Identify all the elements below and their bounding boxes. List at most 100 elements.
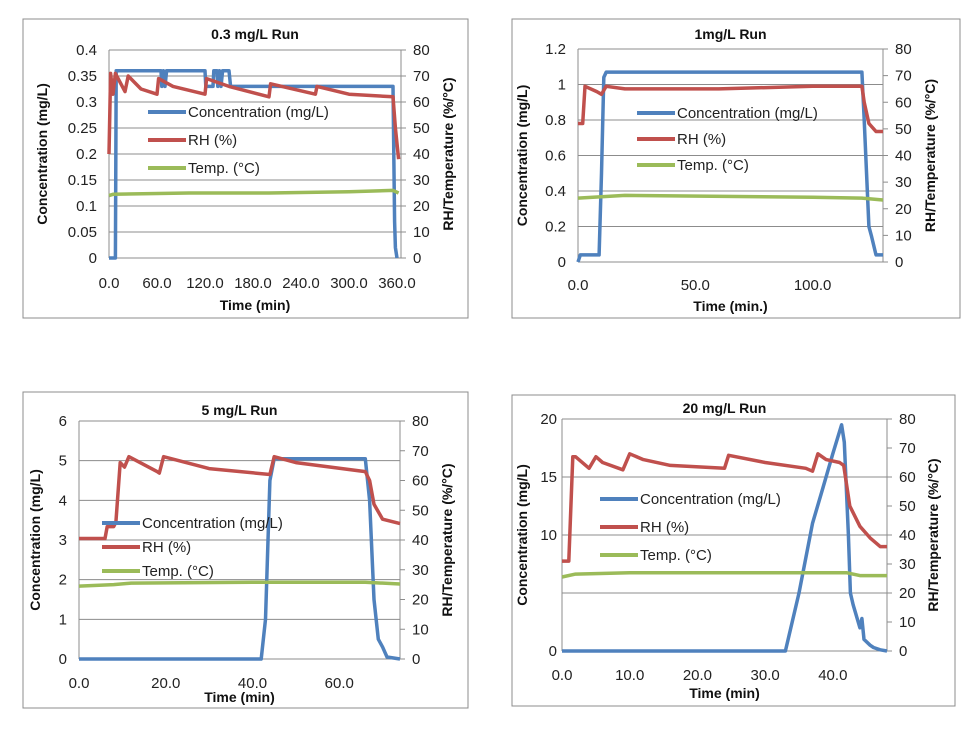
- legend-label: RH (%): [188, 132, 237, 149]
- legend-label: Temp. (°C): [640, 547, 712, 564]
- y2-tick-label: 80: [895, 41, 912, 58]
- chart-1: 0.0 60.0 120.0 180.0 240.0 300.0 360.0 0 0.05 0.1…: [22, 18, 469, 319]
- chart-title: 0.3 mg/L Run: [211, 26, 299, 42]
- y2-tick-label: 80: [412, 413, 429, 430]
- x-tick-label: 40.0: [238, 675, 267, 692]
- y-tick-label: 0.2: [545, 219, 566, 236]
- legend-item: Concentration (mg/L): [600, 491, 781, 508]
- legend-item: Temp. (°C): [148, 160, 260, 177]
- legend-label: RH (%): [677, 131, 726, 148]
- y2-tick-label: 0: [412, 651, 420, 668]
- y2-tick-label: 70: [895, 68, 912, 85]
- y-axis-title: Concentration (mg/L): [34, 83, 50, 225]
- y2-tick-label: 0: [895, 254, 903, 271]
- series-line-concentration: [576, 70, 883, 263]
- y2-tick-label: 0: [899, 643, 907, 660]
- x-tick-label: 0.0: [99, 275, 120, 292]
- chart-title: 1mg/L Run: [694, 26, 766, 42]
- y2-axis-title: RH/Temperature (%/°C): [440, 77, 456, 230]
- y-tick-label: 0.25: [68, 120, 97, 137]
- x-tick-label: 300.0: [330, 275, 368, 292]
- y2-tick-label: 20: [412, 592, 429, 609]
- legend-label: RH (%): [640, 519, 689, 536]
- series-line-rh: [578, 84, 883, 134]
- y2-tick-label: 40: [412, 532, 429, 549]
- chart-border: [22, 391, 469, 709]
- y-tick-label: 0.05: [68, 224, 97, 241]
- legend-item: Temp. (°C): [637, 157, 749, 174]
- y-tick-label: 0.6: [545, 148, 566, 165]
- legend-item: RH (%): [600, 519, 689, 536]
- x-axis-title: Time (min): [204, 689, 275, 705]
- y-tick-label: 10: [540, 527, 557, 544]
- y-tick-label: 0.2: [76, 146, 97, 163]
- chart-border: [511, 18, 961, 319]
- y2-tick-label: 10: [412, 621, 429, 638]
- y2-axis-title: RH/Temperature (%/°C): [925, 458, 941, 611]
- y2-tick-label: 70: [412, 443, 429, 460]
- x-tick-label: 240.0: [282, 275, 320, 292]
- series-line-temp: [577, 193, 884, 202]
- legend-label: Concentration (mg/L): [677, 105, 818, 122]
- y-tick-label: 0.1: [76, 198, 97, 215]
- legend-item: Concentration (mg/L): [102, 515, 283, 532]
- x-axis-title: Time (min): [689, 685, 760, 701]
- series-line-rh: [562, 452, 887, 563]
- y2-tick-label: 40: [413, 146, 430, 163]
- chart-title: 5 mg/L Run: [202, 402, 278, 418]
- y2-tick-label: 60: [895, 94, 912, 111]
- y-tick-label: 5: [59, 453, 67, 470]
- y2-tick-label: 10: [895, 227, 912, 244]
- series-line-rh: [79, 454, 401, 541]
- y-tick-label: 0.4: [545, 183, 566, 200]
- y2-tick-label: 70: [899, 440, 916, 457]
- y2-tick-label: 60: [413, 94, 430, 111]
- series-line-concentration: [79, 456, 401, 661]
- y-tick-label: 0: [59, 651, 67, 668]
- x-tick-label: 180.0: [234, 275, 272, 292]
- legend-item: RH (%): [637, 131, 726, 148]
- y2-tick-label: 40: [899, 527, 916, 544]
- series-line-concentration: [562, 423, 888, 653]
- y-axis-title: Concentration (mg/L): [514, 85, 530, 227]
- x-axis-title: Time (min): [220, 297, 291, 313]
- y2-tick-label: 30: [899, 556, 916, 573]
- legend-item: Temp. (°C): [102, 563, 214, 580]
- x-tick-label: 60.0: [142, 275, 171, 292]
- legend-item: Concentration (mg/L): [637, 105, 818, 122]
- y2-tick-label: 50: [895, 121, 912, 138]
- y2-tick-label: 40: [895, 148, 912, 165]
- y2-tick-label: 80: [413, 42, 430, 59]
- y2-tick-label: 50: [413, 120, 430, 137]
- series-line-temp: [78, 580, 401, 588]
- y2-tick-label: 30: [413, 172, 430, 189]
- y-tick-label: 0: [558, 254, 566, 271]
- series-line-temp: [108, 188, 400, 198]
- x-tick-label: 120.0: [186, 275, 224, 292]
- x-tick-label: 360.0: [378, 275, 416, 292]
- y-axis-title: Concentration (mg/L): [27, 469, 43, 611]
- y2-tick-label: 30: [895, 174, 912, 191]
- y-tick-label: 1.2: [545, 41, 566, 58]
- y2-tick-label: 10: [899, 614, 916, 631]
- legend-label: Concentration (mg/L): [188, 104, 329, 121]
- chart-4: 0.0 10.0 20.0 30.0 40.0 0 10 15 20 0 10 20 30 40 50 60 7…: [511, 394, 956, 707]
- legend-item: Concentration (mg/L): [148, 104, 329, 121]
- chart-border: [511, 394, 956, 707]
- y2-tick-label: 10: [413, 224, 430, 241]
- legend-item: RH (%): [102, 539, 191, 556]
- series-line-temp: [561, 570, 887, 579]
- x-tick-label: 50.0: [681, 277, 710, 294]
- y-tick-label: 3: [59, 532, 67, 549]
- y2-tick-label: 0: [413, 250, 421, 267]
- x-tick-label: 60.0: [325, 675, 354, 692]
- chart-2: 0.0 50.0 100.0 0 0.2 0.4 0.6 0.8 1 1.2 0 10 20 30 40 50…: [511, 18, 961, 319]
- y-tick-label: 0.35: [68, 68, 97, 85]
- series-line-rh: [107, 71, 401, 160]
- y2-tick-label: 60: [899, 469, 916, 486]
- y-tick-label: 20: [540, 411, 557, 428]
- y2-tick-label: 50: [412, 502, 429, 519]
- chart-title: 20 mg/L Run: [683, 400, 767, 416]
- y-tick-label: 0.15: [68, 172, 97, 189]
